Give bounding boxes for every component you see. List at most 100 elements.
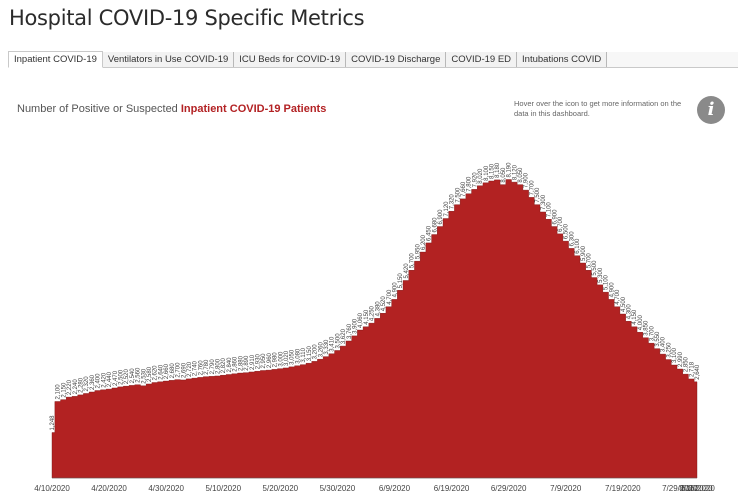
tab-bar: Inpatient COVID-19 Ventilators in Use CO… [8, 51, 608, 68]
x-tick-label: 6/9/2020 [379, 484, 411, 493]
data-label: 3,050 [290, 349, 296, 365]
data-label: 6,500 [564, 223, 570, 239]
data-label: 2,820 [221, 358, 227, 374]
data-label: 4,060 [358, 312, 364, 328]
data-label: 3,850 [644, 320, 650, 336]
data-label: 2,660 [164, 363, 170, 379]
x-tick-label: 7/29/2020 [662, 484, 698, 493]
data-label: 7,700 [529, 180, 535, 196]
data-label: 2,500 [119, 369, 125, 385]
data-label: 4,150 [364, 309, 370, 325]
data-label: 3,080 [295, 348, 301, 364]
data-label: 2,860 [233, 356, 239, 372]
data-label: 4,000 [638, 315, 644, 331]
data-label: 5,700 [410, 253, 416, 269]
x-tick-label: 7/19/2020 [605, 484, 641, 493]
data-label: 2,890 [244, 355, 250, 371]
data-label: 2,718 [689, 361, 695, 377]
x-tick-label: 8/8/2020 [681, 484, 713, 493]
subtitle-prefix: Number of Positive or Suspected [17, 103, 181, 115]
data-label: 7,120 [444, 201, 450, 217]
data-label: 3,100 [672, 347, 678, 363]
data-label: 5,500 [592, 260, 598, 276]
data-label: 3,620 [341, 328, 347, 344]
data-label: 3,200 [313, 344, 319, 360]
data-label: 2,520 [124, 368, 130, 384]
data-label: 8,180 [495, 162, 501, 178]
x-tick-label: 5/30/2020 [320, 484, 356, 493]
data-label: 2,360 [90, 374, 96, 390]
tab-covid19-ed[interactable]: COVID-19 ED [446, 52, 518, 67]
data-label: 7,900 [524, 172, 530, 188]
data-label: 5,150 [398, 273, 404, 289]
subtitle-highlight: Inpatient COVID-19 Patients [180, 103, 327, 115]
tab-intubations[interactable]: Intubations COVID [517, 52, 608, 67]
data-label: 6,300 [569, 231, 575, 247]
data-label: 5,700 [587, 253, 593, 269]
data-label: 2,530 [141, 368, 147, 384]
data-label: 2,280 [79, 377, 85, 393]
data-label: 2,850 [684, 356, 690, 372]
info-icon[interactable]: i [697, 96, 725, 124]
data-label: 6,900 [438, 209, 444, 225]
data-label: 2,840 [227, 357, 233, 373]
data-label: 3,260 [318, 342, 324, 358]
data-label: 6,900 [552, 209, 558, 225]
data-label: 2,640 [158, 364, 164, 380]
data-label: 2,400 [96, 373, 102, 389]
data-label: 3,330 [324, 339, 330, 355]
data-label: 3,150 [307, 346, 313, 362]
data-label: 3,500 [335, 333, 341, 349]
data-label: 2,780 [204, 359, 210, 375]
data-label: 2,980 [273, 352, 279, 368]
data-label: 6,680 [432, 217, 438, 233]
data-label: 2,240 [73, 379, 79, 395]
data-label: 2,930 [255, 354, 261, 370]
data-label: 2,990 [678, 351, 684, 367]
tab-covid19-discharge[interactable]: COVID-19 Discharge [346, 52, 447, 67]
data-label: 7,800 [467, 176, 473, 192]
data-label: 5,420 [404, 263, 410, 279]
data-label: 7,500 [455, 187, 461, 203]
data-label: 3,000 [278, 351, 284, 367]
data-label: 2,910 [250, 354, 256, 370]
data-label: 8,050 [501, 167, 507, 183]
x-tick-label: 4/30/2020 [148, 484, 184, 493]
x-tick-label: 5/20/2020 [263, 484, 299, 493]
tab-inpatient-covid19[interactable]: Inpatient COVID-19 [8, 51, 103, 68]
data-label: 1,248 [50, 415, 56, 431]
data-label: 2,880 [238, 355, 244, 371]
x-tick-label: 6/19/2020 [434, 484, 470, 493]
data-label: 2,800 [216, 358, 222, 374]
data-label: 6,450 [427, 225, 433, 241]
data-label: 2,220 [67, 379, 73, 395]
data-label: 4,700 [387, 289, 393, 305]
data-label: 2,540 [130, 368, 136, 384]
data-label: 5,950 [415, 243, 421, 259]
data-label: 2,690 [181, 362, 187, 378]
data-label: 4,250 [370, 305, 376, 321]
data-label: 5,900 [581, 245, 587, 261]
inpatient-area-chart[interactable]: 1,248 2,100 2,150 2,220 2,240 2,280 2,320 2,360… [0, 140, 740, 500]
data-label: 2,580 [147, 366, 153, 382]
data-label: 7,500 [535, 187, 541, 203]
data-label: 3,700 [649, 325, 655, 341]
data-label: 7,660 [461, 181, 467, 197]
data-label: 2,620 [153, 365, 159, 381]
tab-icu-beds[interactable]: ICU Beds for COVID-19 [234, 52, 347, 67]
data-label: 8,150 [490, 163, 496, 179]
data-label: 5,100 [604, 274, 610, 290]
data-label: 2,320 [84, 376, 90, 392]
data-label: 2,470 [113, 370, 119, 386]
data-label: 6,100 [575, 238, 581, 254]
tab-ventilators-in-use[interactable]: Ventilators in Use COVID-19 [102, 52, 235, 67]
data-label: 3,110 [301, 347, 307, 362]
data-label: 2,960 [267, 352, 273, 368]
data-label: 8,190 [507, 162, 513, 178]
data-label: 2,760 [198, 360, 204, 376]
area-series-inpatient[interactable] [51, 179, 698, 479]
data-label: 2,720 [187, 361, 193, 377]
data-label: 6,200 [421, 234, 427, 250]
data-label: 7,100 [547, 202, 553, 218]
